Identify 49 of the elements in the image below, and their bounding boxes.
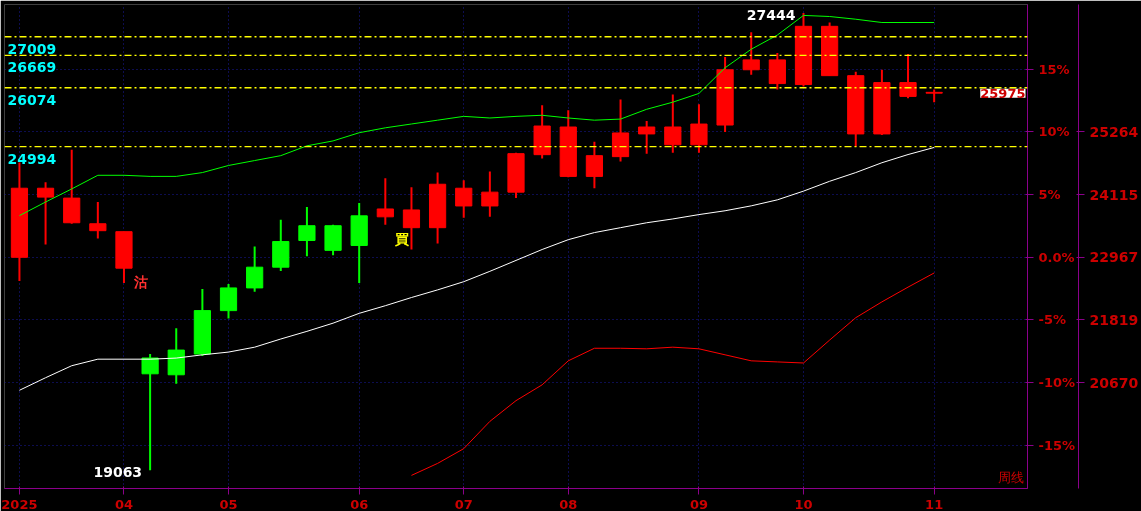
candlestick (664, 93, 682, 154)
y-tick-label: 22967 (1089, 249, 1139, 266)
candlestick (298, 205, 316, 258)
y-tick-label: 20670 (1089, 374, 1139, 391)
candlestick (768, 51, 786, 91)
y-tick-label: 25264 (1089, 123, 1139, 140)
candlestick (36, 181, 55, 246)
x-tick-label: 2025 (1, 496, 38, 511)
annotation: 19063 (93, 464, 143, 481)
x-tick-label: 11 (925, 496, 944, 511)
ref-line-label: 26669 (7, 59, 57, 76)
candlestick (611, 98, 630, 163)
y2-tick-label: -10% (1038, 375, 1076, 391)
y2-tick-label: -5% (1038, 312, 1066, 328)
y-tick-label: 21819 (1089, 311, 1139, 328)
y2-tick-label: -15% (1038, 437, 1076, 453)
x-tick-label: 07 (454, 496, 473, 511)
candlestick (219, 282, 238, 320)
candlestick (899, 52, 917, 100)
candlestick (638, 120, 656, 155)
candlestick (455, 179, 473, 219)
x-tick-label: 06 (350, 496, 369, 511)
annotation: 買 (394, 230, 410, 247)
candlestick (376, 177, 394, 226)
line-series (410, 272, 935, 476)
candlestick (141, 353, 159, 472)
candlestick (742, 31, 760, 76)
candlestick (89, 201, 107, 240)
annotation: 沽 (132, 274, 148, 291)
candlestick (585, 140, 604, 190)
candlestick (246, 245, 264, 293)
ref-line-label: 27009 (7, 40, 57, 57)
ref-line-label: 24994 (7, 150, 57, 167)
ref-line-label: 26074 (7, 91, 57, 108)
x-tick-label: 05 (219, 496, 238, 511)
x-tick-label: 04 (114, 496, 134, 511)
annotation: 25975 (980, 85, 1026, 101)
candlestick (690, 103, 708, 154)
y2-tick-label: 0.0% (1038, 249, 1075, 265)
y2-tick-label: 10% (1038, 124, 1070, 140)
y2-tick-label: 5% (1038, 187, 1061, 203)
y-tick-label: 24115 (1089, 186, 1139, 203)
x-tick-label: 10 (794, 496, 813, 511)
annotation: 周线 (997, 469, 1024, 485)
x-tick-label: 08 (559, 496, 578, 511)
y2-tick-label: 15% (1038, 61, 1070, 77)
x-tick-label: 09 (689, 496, 708, 511)
candlestick (481, 170, 499, 218)
annotation: 27444 (746, 7, 796, 24)
